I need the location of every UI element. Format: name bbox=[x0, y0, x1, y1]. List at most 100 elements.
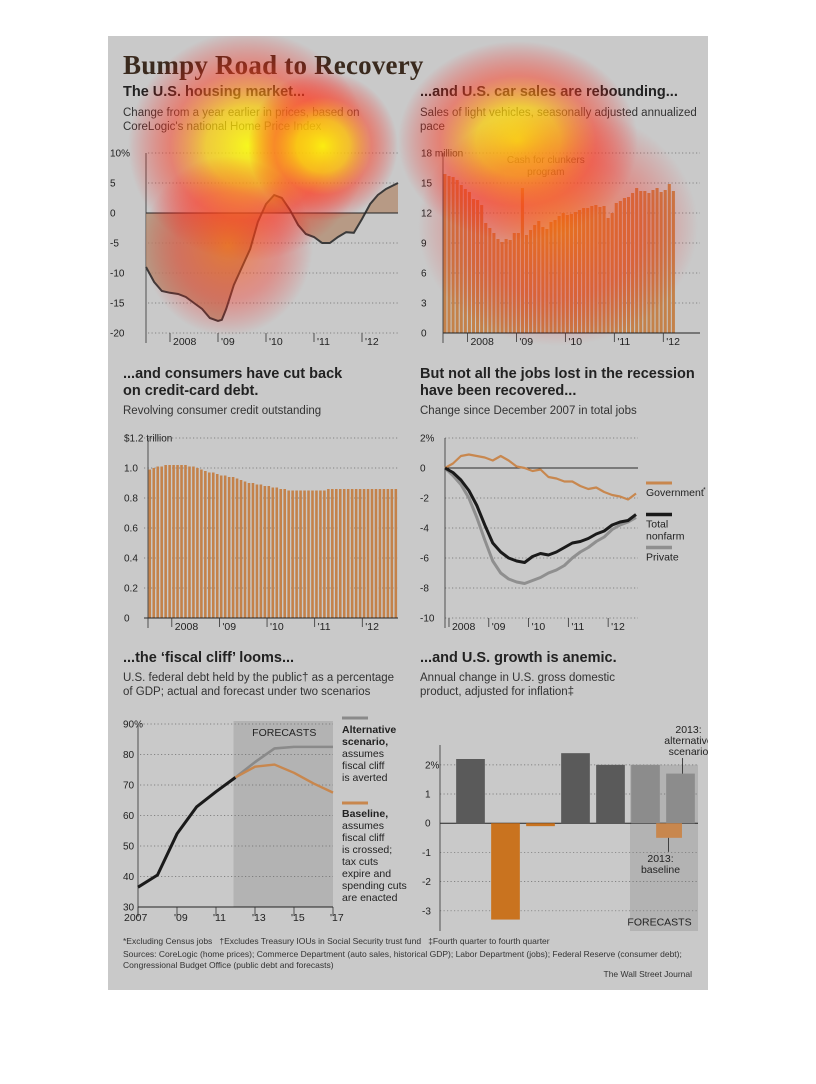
sales-bar bbox=[618, 201, 622, 333]
y-tick-label: 80 bbox=[123, 750, 135, 761]
credit-bar bbox=[176, 465, 179, 618]
legend-label-baseline: Baseline, bbox=[342, 808, 388, 820]
x-tick-label: 2008 bbox=[173, 336, 197, 348]
credit-bar bbox=[374, 489, 378, 618]
credit-bar bbox=[184, 465, 187, 618]
credit-bar bbox=[299, 490, 302, 618]
sales-bar bbox=[553, 220, 557, 333]
credit-title-2: on credit-card debt. bbox=[123, 383, 259, 399]
credit-bar bbox=[243, 481, 247, 618]
x-tick-label: '12 bbox=[666, 336, 680, 348]
credit-bar bbox=[283, 489, 286, 618]
credit-bar bbox=[204, 471, 207, 618]
sales-bar bbox=[516, 233, 520, 333]
legend-label-alternative: Alternative bbox=[342, 724, 396, 736]
credit-title-1: ...and consumers have cut back bbox=[123, 366, 343, 382]
credit-bar bbox=[223, 475, 227, 618]
gdp-subtitle-2: product, adjusted for inflation‡ bbox=[420, 686, 575, 698]
sales-bar bbox=[443, 174, 447, 333]
credit-bar bbox=[180, 465, 183, 618]
legend-label-total: nonfarm bbox=[646, 531, 685, 543]
x-tick-label: '09 bbox=[222, 621, 236, 633]
y-tick-label: 50 bbox=[123, 842, 135, 853]
legend-label-baseline: is crossed; bbox=[342, 844, 392, 856]
credit-bar bbox=[200, 469, 203, 618]
y-tick-label: 2% bbox=[425, 760, 440, 771]
sources-line-1: Sources: CoreLogic (home prices); Commer… bbox=[123, 949, 682, 959]
sales-bar bbox=[524, 235, 529, 333]
credit-bar bbox=[188, 466, 191, 618]
cars-subtitle: Sales of light vehicles, seasonally adju… bbox=[420, 107, 697, 133]
sales-bar bbox=[582, 208, 586, 333]
credit-bar bbox=[231, 477, 235, 618]
y-tick-label: -10 bbox=[110, 269, 125, 280]
credit-bar bbox=[160, 466, 163, 618]
credit-bar bbox=[362, 489, 366, 618]
x-tick-label: '11 bbox=[317, 336, 330, 348]
x-tick-label: 2007 bbox=[124, 912, 148, 924]
y-tick-label: 0 bbox=[110, 209, 116, 220]
credit-bar bbox=[338, 489, 342, 618]
credit-bar bbox=[196, 468, 199, 618]
gdp-title: ...and U.S. growth is anemic. bbox=[420, 650, 617, 666]
sales-bar bbox=[504, 239, 508, 333]
y-tick-label: 1.0 bbox=[124, 464, 138, 475]
x-tick-label: '11 bbox=[571, 621, 584, 633]
credit-bar bbox=[239, 480, 243, 618]
x-tick-label: '09 bbox=[519, 336, 533, 348]
legend-label-baseline: assumes bbox=[342, 820, 384, 832]
credit-bar bbox=[211, 472, 215, 618]
alternative-scenario-line bbox=[234, 745, 333, 779]
sales-bar bbox=[476, 200, 480, 333]
gdp-bar bbox=[596, 764, 625, 824]
credit-bar bbox=[335, 489, 338, 618]
legend-label-private: Private bbox=[646, 552, 679, 564]
sales-bar bbox=[602, 206, 606, 333]
y-tick-label: 0 bbox=[420, 464, 426, 475]
gdp-bar bbox=[666, 773, 695, 824]
credit-bar bbox=[251, 483, 255, 618]
forecast-label: FORECASTS bbox=[627, 916, 691, 928]
y-tick-label: 2% bbox=[420, 434, 435, 445]
sales-bar bbox=[512, 233, 516, 333]
y-tick-label: 6 bbox=[421, 269, 427, 280]
legend-label-baseline: are enacted bbox=[342, 892, 398, 904]
x-tick-label: '15 bbox=[291, 912, 305, 924]
credit-bar bbox=[219, 475, 223, 618]
x-tick-label: '10 bbox=[532, 621, 546, 633]
credit-bar bbox=[378, 489, 382, 618]
sales-bar bbox=[484, 223, 488, 333]
y-tick-label: 40 bbox=[123, 872, 135, 883]
gdp-subtitle-1: Annual change in U.S. gross domestic bbox=[420, 672, 615, 684]
y-tick-label: -20 bbox=[110, 329, 125, 340]
credit-bar bbox=[390, 489, 394, 618]
sales-bar bbox=[520, 188, 524, 333]
legend-label-total: Total bbox=[646, 519, 668, 531]
credit-bar bbox=[370, 489, 374, 618]
y-tick-label: 15 bbox=[421, 179, 433, 190]
gdp-bar bbox=[526, 823, 555, 827]
sales-bar bbox=[655, 188, 659, 333]
credit-bar bbox=[227, 477, 231, 618]
sales-bar bbox=[545, 229, 549, 333]
x-tick-label: '12 bbox=[365, 336, 379, 348]
sales-bar bbox=[663, 190, 667, 333]
y-tick-label: -4 bbox=[420, 524, 429, 535]
x-tick-label: '11 bbox=[617, 336, 630, 348]
x-tick-label: '10 bbox=[270, 621, 284, 633]
x-tick-label: 2008 bbox=[175, 621, 199, 633]
annotation-alt: 2013: bbox=[675, 724, 701, 736]
sales-bar bbox=[467, 192, 471, 333]
y-tick-label: 0.8 bbox=[124, 494, 138, 505]
sales-bar bbox=[496, 239, 500, 333]
sales-bar bbox=[610, 213, 614, 333]
price-change-area bbox=[146, 183, 398, 321]
legend-label-baseline: spending cuts bbox=[342, 880, 407, 892]
x-tick-label: 2008 bbox=[452, 621, 476, 633]
debt-subtitle-2: of GDP; actual and forecast under two sc… bbox=[123, 686, 371, 698]
sales-bar bbox=[529, 230, 533, 333]
credit-bar bbox=[267, 486, 271, 618]
x-tick-label: '11 bbox=[213, 912, 226, 924]
x-tick-label: '10 bbox=[269, 336, 283, 348]
credit-bar bbox=[287, 490, 290, 618]
